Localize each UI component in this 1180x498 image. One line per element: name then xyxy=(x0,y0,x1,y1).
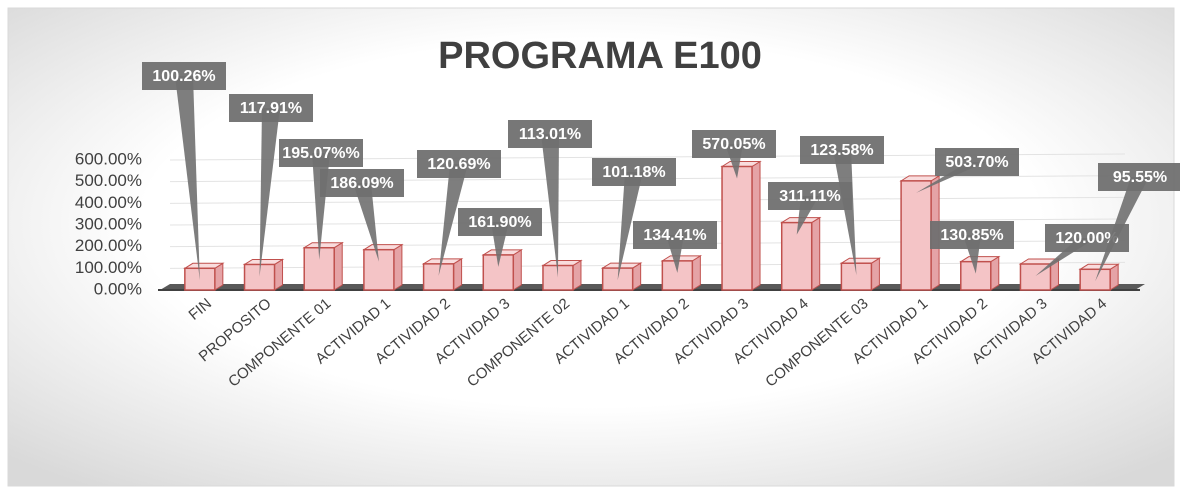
data-label: 101.18% xyxy=(602,164,665,181)
data-label: 570.05% xyxy=(702,136,765,153)
chart-title: PROGRAMA E100 xyxy=(438,35,762,77)
bar xyxy=(840,262,873,291)
bar xyxy=(900,180,932,291)
data-label: 134.41% xyxy=(643,227,706,244)
y-tick-label: 100.00% xyxy=(75,258,142,277)
callout-box xyxy=(768,182,852,210)
callout-pointer xyxy=(259,108,280,277)
bar xyxy=(184,267,216,291)
data-label: 100.26% xyxy=(152,68,215,85)
callout-pointer xyxy=(438,164,468,276)
callout-box xyxy=(458,208,542,236)
data-label: 311.11% xyxy=(779,188,840,205)
y-tick-label: 200.00% xyxy=(75,236,142,255)
callout-pointer xyxy=(541,134,559,278)
data-label: 130.85% xyxy=(940,227,1003,244)
data-label: 120.00% xyxy=(1055,230,1118,247)
data-label: 123.58% xyxy=(810,142,873,159)
data-label: 117.91% xyxy=(240,100,302,117)
callout-box xyxy=(320,169,404,197)
bar xyxy=(601,267,634,291)
grid-line xyxy=(169,196,1126,204)
bar-side xyxy=(691,254,701,291)
callout-box xyxy=(930,221,1014,249)
callout-box xyxy=(935,148,1019,176)
bar xyxy=(780,221,813,291)
y-tick-label: 500.00% xyxy=(75,171,142,190)
bar-side xyxy=(811,216,821,291)
callout-pointer xyxy=(833,150,857,276)
callout-pointer xyxy=(175,76,200,281)
bar xyxy=(1019,263,1052,291)
callout-box xyxy=(279,139,363,167)
y-tick-label: 0.00% xyxy=(94,279,142,298)
bar-side xyxy=(512,249,522,291)
callout-box xyxy=(633,221,717,249)
bar xyxy=(422,263,455,291)
callout-box xyxy=(229,94,313,122)
y-tick-label: 400.00% xyxy=(75,193,142,212)
callout-box xyxy=(692,130,776,158)
bar-side xyxy=(751,160,761,291)
callout-box xyxy=(417,150,501,178)
data-label: 503.70% xyxy=(945,154,1008,171)
data-label: 120.69% xyxy=(427,156,490,173)
data-label: 113.01% xyxy=(519,126,581,143)
bar xyxy=(363,248,395,291)
bar-side xyxy=(990,255,1000,291)
callout-pointer xyxy=(617,172,643,281)
callout-box xyxy=(508,120,592,148)
callout-pointer xyxy=(1095,177,1149,282)
y-tick-label: 600.00% xyxy=(75,149,142,168)
callout-box xyxy=(1098,163,1180,191)
callout-pointer xyxy=(353,183,379,262)
data-label: 95.55% xyxy=(1113,169,1167,186)
y-tick-label: 300.00% xyxy=(75,214,142,233)
data-label: 161.90% xyxy=(468,214,531,231)
callout-box xyxy=(592,158,676,186)
bar xyxy=(721,165,753,291)
data-label: 186.09% xyxy=(330,175,393,192)
callout-box xyxy=(142,62,226,90)
bar xyxy=(1079,268,1111,291)
bar-side xyxy=(333,241,343,291)
data-label: 195.07%% xyxy=(282,145,359,162)
callout-box xyxy=(800,136,884,164)
bar-side xyxy=(393,243,403,291)
bar xyxy=(243,263,276,291)
bar xyxy=(542,264,574,291)
floor xyxy=(160,284,1145,290)
